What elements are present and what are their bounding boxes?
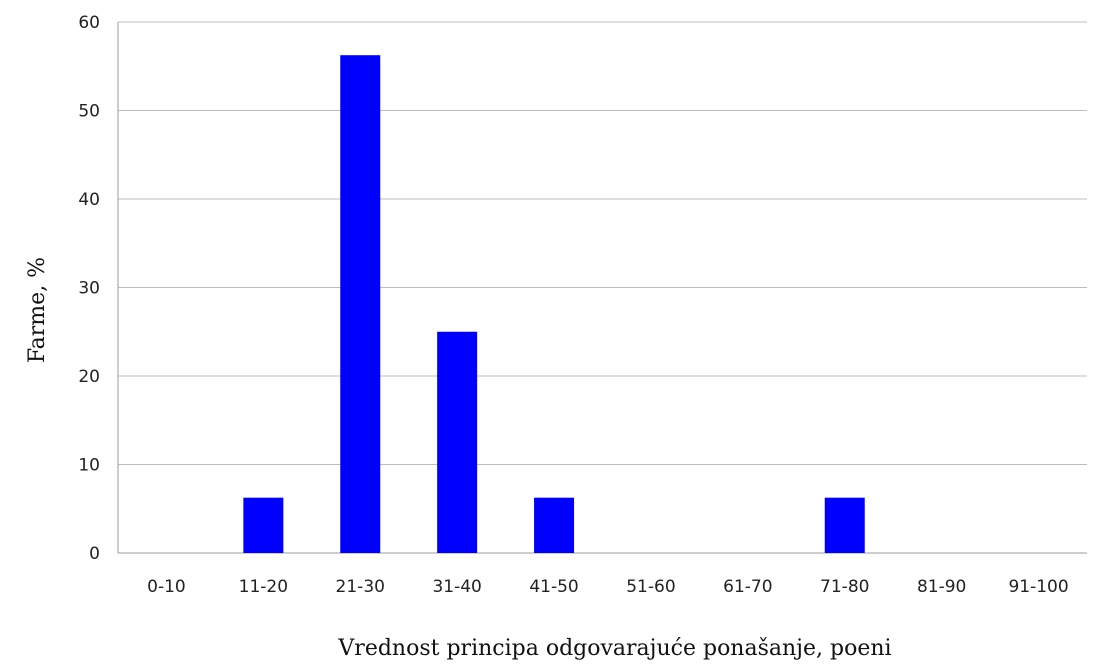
- x-tick-label: 21-30: [336, 577, 385, 597]
- x-tick-label: 81-90: [917, 577, 966, 597]
- bar-11-20: [243, 497, 284, 553]
- x-tick-label: 31-40: [432, 577, 481, 597]
- x-tick-label: 61-70: [723, 577, 772, 597]
- bar-71-80: [824, 497, 865, 553]
- x-tick-label: 41-50: [529, 577, 578, 597]
- y-tick-label: 40: [78, 190, 100, 210]
- bar-21-30: [340, 55, 381, 553]
- x-axis-ticks: 0-10 11-20 21-30 31-40 41-50 51-60 61-70 71-80 8…: [147, 577, 1069, 597]
- x-tick-label: 11-20: [239, 577, 288, 597]
- gridlines: [117, 21, 1087, 554]
- y-tick-label: 30: [78, 279, 100, 299]
- y-tick-label: 60: [78, 13, 100, 33]
- x-tick-label: 0-10: [147, 577, 186, 597]
- bars: [243, 55, 865, 553]
- y-tick-label: 50: [78, 102, 100, 122]
- y-tick-label: 0: [89, 544, 100, 564]
- y-axis-title: Farme, %: [25, 257, 50, 363]
- x-tick-label: 91-100: [1008, 577, 1068, 597]
- y-tick-label: 10: [78, 456, 100, 476]
- x-tick-label: 51-60: [626, 577, 675, 597]
- bar-31-40: [437, 331, 478, 553]
- x-axis-title: Vrednost principa odgovarajuće ponašanje…: [337, 636, 891, 661]
- x-tick-label: 71-80: [820, 577, 869, 597]
- y-axis-ticks: 0 10 20 30 40 50 60: [78, 13, 100, 564]
- y-tick-label: 20: [78, 367, 100, 387]
- bar-41-50: [534, 497, 575, 553]
